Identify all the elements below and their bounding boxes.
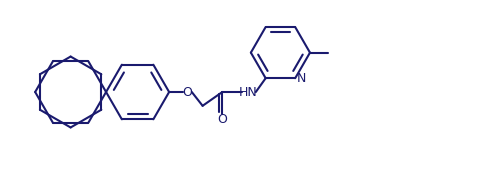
Text: HN: HN: [238, 85, 257, 98]
Text: O: O: [182, 85, 191, 98]
Text: O: O: [217, 113, 227, 126]
Text: N: N: [297, 72, 306, 85]
